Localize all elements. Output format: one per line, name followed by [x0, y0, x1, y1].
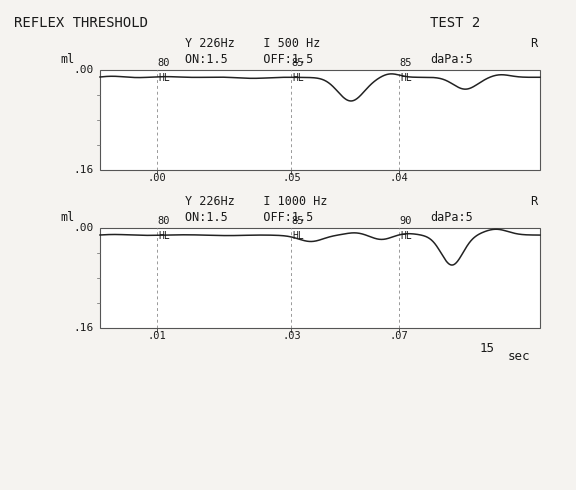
Text: .04: .04 — [390, 173, 408, 183]
Text: .07: .07 — [390, 331, 408, 341]
Text: Y 226Hz    I 1000 Hz: Y 226Hz I 1000 Hz — [185, 195, 328, 208]
Text: .03: .03 — [282, 331, 301, 341]
Text: HL: HL — [293, 73, 304, 83]
Text: .16: .16 — [74, 165, 94, 175]
Text: R: R — [530, 195, 537, 208]
Bar — [100, 70, 540, 170]
Text: .16: .16 — [74, 323, 94, 333]
Text: 85: 85 — [291, 216, 304, 226]
Text: .00: .00 — [148, 173, 166, 183]
Text: ml: ml — [60, 53, 74, 66]
Text: HL: HL — [400, 231, 412, 241]
Text: .01: .01 — [148, 331, 166, 341]
Text: ON:1.5     OFF:1.5: ON:1.5 OFF:1.5 — [185, 211, 313, 224]
Text: daPa:5: daPa:5 — [430, 211, 473, 224]
Text: 85: 85 — [399, 58, 412, 68]
Text: sec: sec — [508, 350, 530, 363]
Text: .05: .05 — [282, 173, 301, 183]
Text: daPa:5: daPa:5 — [430, 53, 473, 66]
Text: .00: .00 — [74, 223, 94, 233]
Text: HL: HL — [400, 73, 412, 83]
Text: 80: 80 — [157, 58, 170, 68]
Text: 90: 90 — [399, 216, 412, 226]
Text: 80: 80 — [157, 216, 170, 226]
Text: ml: ml — [60, 211, 74, 224]
Text: Y 226Hz    I 500 Hz: Y 226Hz I 500 Hz — [185, 37, 320, 50]
Bar — [100, 228, 540, 328]
Text: 85: 85 — [291, 58, 304, 68]
Text: ON:1.5     OFF:1.5: ON:1.5 OFF:1.5 — [185, 53, 313, 66]
Text: .00: .00 — [74, 65, 94, 75]
Text: TEST 2: TEST 2 — [430, 16, 480, 30]
Text: 15: 15 — [480, 342, 495, 355]
Text: HL: HL — [158, 231, 170, 241]
Text: HL: HL — [158, 73, 170, 83]
Text: R: R — [530, 37, 537, 50]
Text: HL: HL — [293, 231, 304, 241]
Text: REFLEX THRESHOLD: REFLEX THRESHOLD — [14, 16, 148, 30]
